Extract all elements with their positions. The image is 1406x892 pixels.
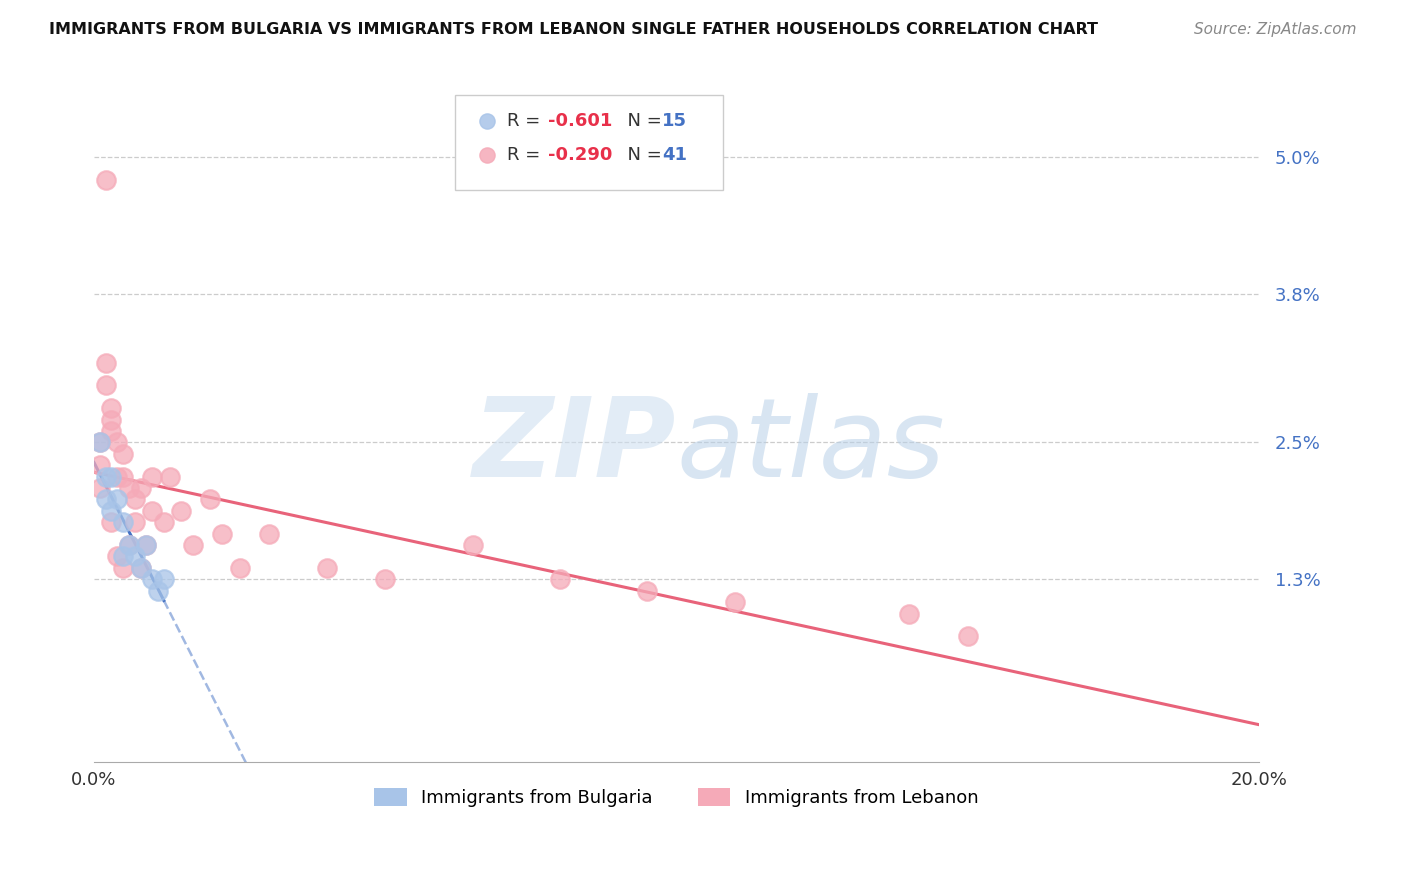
- Point: [461, 538, 484, 552]
- Point: [94, 173, 117, 187]
- Point: [89, 458, 111, 473]
- Point: [94, 469, 117, 483]
- Text: N =: N =: [616, 145, 668, 164]
- Point: [124, 492, 146, 507]
- Point: [105, 492, 128, 507]
- Point: [118, 538, 141, 552]
- Text: atlas: atlas: [676, 393, 945, 500]
- Point: [89, 435, 111, 450]
- Point: [548, 572, 571, 586]
- Point: [724, 595, 747, 609]
- Point: [129, 481, 152, 495]
- Point: [141, 469, 163, 483]
- Point: [94, 492, 117, 507]
- Point: [124, 515, 146, 529]
- Point: [118, 538, 141, 552]
- Point: [118, 481, 141, 495]
- FancyBboxPatch shape: [456, 95, 723, 190]
- Point: [211, 526, 233, 541]
- Point: [129, 561, 152, 575]
- Point: [898, 607, 921, 621]
- Point: [112, 561, 135, 575]
- Point: [105, 435, 128, 450]
- Text: ZIP: ZIP: [472, 393, 676, 500]
- Point: [112, 469, 135, 483]
- Text: 15: 15: [662, 112, 688, 129]
- Point: [100, 401, 122, 416]
- Point: [153, 515, 176, 529]
- Point: [100, 469, 122, 483]
- Text: R =: R =: [508, 112, 547, 129]
- Point: [135, 538, 157, 552]
- Point: [636, 583, 658, 598]
- Point: [159, 469, 181, 483]
- Text: IMMIGRANTS FROM BULGARIA VS IMMIGRANTS FROM LEBANON SINGLE FATHER HOUSEHOLDS COR: IMMIGRANTS FROM BULGARIA VS IMMIGRANTS F…: [49, 22, 1098, 37]
- Point: [141, 504, 163, 518]
- Point: [170, 504, 193, 518]
- Point: [257, 526, 280, 541]
- Point: [105, 469, 128, 483]
- Text: N =: N =: [616, 112, 668, 129]
- Point: [374, 572, 396, 586]
- Point: [956, 629, 979, 643]
- Point: [124, 549, 146, 564]
- Point: [228, 561, 250, 575]
- Point: [112, 515, 135, 529]
- Text: Source: ZipAtlas.com: Source: ZipAtlas.com: [1194, 22, 1357, 37]
- Point: [112, 549, 135, 564]
- Point: [141, 572, 163, 586]
- Point: [105, 549, 128, 564]
- Point: [153, 572, 176, 586]
- Point: [200, 492, 222, 507]
- Legend: Immigrants from Bulgaria, Immigrants from Lebanon: Immigrants from Bulgaria, Immigrants fro…: [367, 780, 986, 814]
- Point: [94, 378, 117, 392]
- Point: [89, 435, 111, 450]
- Text: -0.601: -0.601: [548, 112, 613, 129]
- Point: [100, 412, 122, 426]
- Point: [135, 538, 157, 552]
- Point: [181, 538, 204, 552]
- Text: 41: 41: [662, 145, 688, 164]
- Point: [89, 481, 111, 495]
- Point: [100, 515, 122, 529]
- Point: [112, 447, 135, 461]
- Point: [100, 424, 122, 438]
- Point: [129, 561, 152, 575]
- Point: [100, 504, 122, 518]
- Text: -0.290: -0.290: [548, 145, 613, 164]
- Point: [316, 561, 339, 575]
- Point: [146, 583, 169, 598]
- Point: [94, 355, 117, 369]
- Text: R =: R =: [508, 145, 547, 164]
